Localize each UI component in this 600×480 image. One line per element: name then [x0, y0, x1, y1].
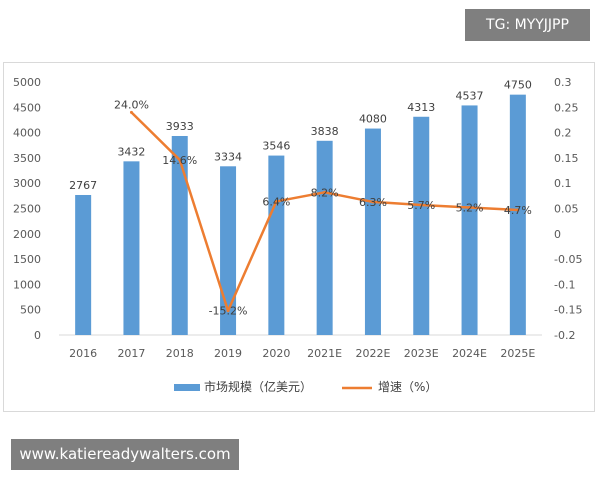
y-left-tick-label: 1000 [13, 278, 41, 291]
line-data-label: 8.2% [311, 186, 339, 199]
line-point [419, 203, 423, 207]
y-left-tick-label: 3000 [13, 177, 41, 190]
legend-swatch-bar [174, 384, 200, 391]
bar [123, 161, 140, 335]
x-tick-label: 2023E [404, 347, 439, 360]
y-right-tick-label: 0.05 [554, 203, 579, 216]
line-data-label: 6.3% [359, 196, 387, 209]
y-left-tick-label: 4000 [13, 127, 41, 140]
line-point [323, 190, 327, 194]
bar [509, 94, 526, 336]
line-data-label: 5.7% [407, 199, 435, 212]
bar [268, 155, 285, 335]
y-left-tick-label: 3500 [13, 152, 41, 165]
x-tick-label: 2016 [69, 347, 97, 360]
y-left-tick-label: 2500 [13, 203, 41, 216]
y-right-tick-label: -0.1 [554, 278, 575, 291]
x-tick-label: 2019 [214, 347, 242, 360]
y-right-tick-label: -0.15 [554, 304, 582, 317]
y-left-tick-label: 1500 [13, 253, 41, 266]
bar-data-label: 3838 [311, 125, 339, 138]
line-point [468, 205, 472, 209]
line-point [226, 309, 230, 313]
line-point [274, 199, 278, 203]
y-right-tick-label: 0.25 [554, 101, 579, 114]
line-data-label: 14.6% [162, 154, 197, 167]
bar-data-label: 3933 [166, 120, 194, 133]
x-tick-label: 2017 [117, 347, 145, 360]
line-point [178, 158, 182, 162]
line-data-label: 24.0% [114, 98, 149, 111]
bar [75, 194, 92, 335]
x-tick-label: 2021E [307, 347, 342, 360]
y-right-tick-label: 0.3 [554, 76, 572, 89]
x-tick-label: 2018 [166, 347, 194, 360]
bar [461, 105, 478, 335]
bar-data-label: 3432 [117, 145, 145, 158]
chart-container: 0 500 1000 1500 2000 2500 3000 3500 4000 4500 5000… [3, 62, 595, 412]
line-data-label: 4.7% [504, 204, 532, 217]
watermark-bottom: www.katiereadywalters.com [11, 439, 239, 470]
line-data-label: 5.2% [456, 201, 484, 214]
y-left-tick-label: 4500 [13, 101, 41, 114]
y-right-tick-label: 0 [554, 228, 561, 241]
bar-data-label: 3546 [262, 140, 290, 153]
bar-data-label: 4313 [407, 101, 435, 114]
bar [364, 128, 381, 335]
bar [316, 140, 333, 335]
x-tick-label: 2020 [262, 347, 290, 360]
legend-label-bar: 市场规模（亿美元） [204, 379, 312, 394]
y-right-tick-label: 0.2 [554, 127, 572, 140]
x-tick-label: 2024E [452, 347, 487, 360]
bar-data-label: 4750 [504, 79, 532, 92]
bar-data-label: 4537 [456, 89, 484, 102]
line-data-label: 6.4% [262, 195, 290, 208]
bar-data-label: 2767 [69, 179, 97, 192]
y-left-tick-label: 500 [20, 304, 41, 317]
y-right-tick-label: 0.15 [554, 152, 579, 165]
y-right-tick-label: 0.1 [554, 177, 572, 190]
watermark-top: TG: MYYJJPP [465, 9, 590, 41]
y-right-tick-label: -0.05 [554, 253, 582, 266]
x-tick-label: 2022E [355, 347, 390, 360]
combo-chart: 0 500 1000 1500 2000 2500 3000 3500 4000 4500 5000… [13, 76, 582, 394]
x-tick-label: 2025E [500, 347, 535, 360]
bar [413, 116, 430, 335]
line-point [516, 208, 520, 212]
bar-data-label: 4080 [359, 113, 387, 126]
bar [171, 135, 188, 335]
y-left-tick-label: 0 [34, 329, 41, 342]
line-data-label: -15.2% [209, 305, 248, 318]
bar [220, 166, 237, 335]
line-point [371, 200, 375, 204]
y-right-tick-label: -0.2 [554, 329, 575, 342]
line-point [129, 110, 133, 114]
y-left-tick-label: 5000 [13, 76, 41, 89]
legend-label-line: 增速（%） [378, 380, 437, 394]
y-left-tick-label: 2000 [13, 228, 41, 241]
bar-data-label: 3334 [214, 150, 242, 163]
